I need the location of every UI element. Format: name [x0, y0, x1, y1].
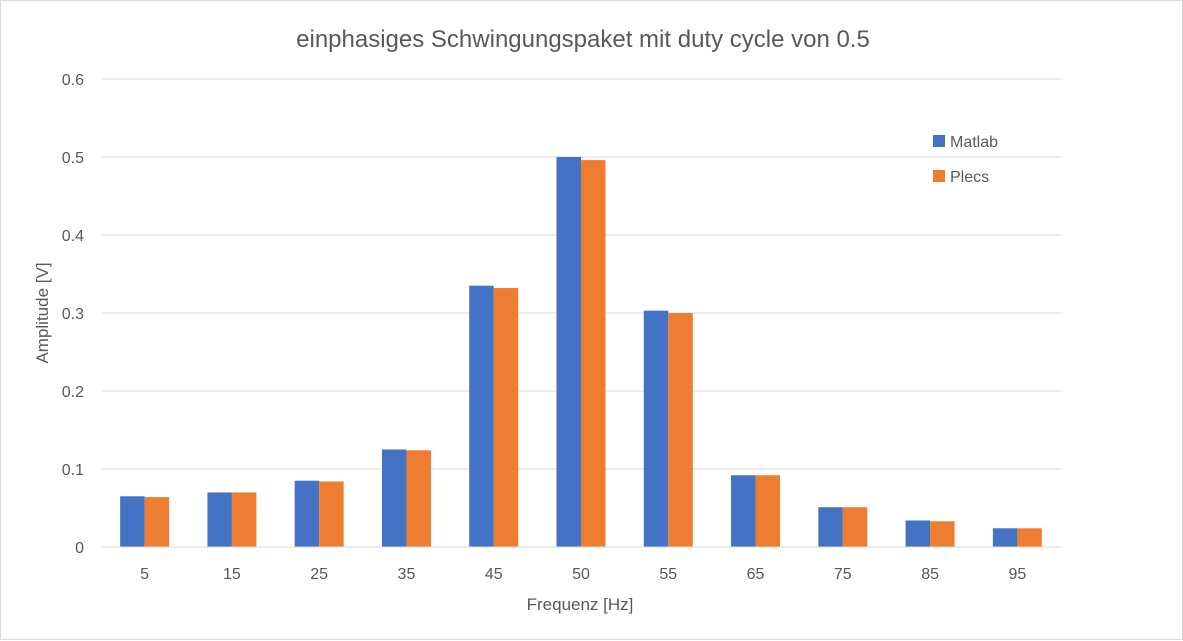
bar-plecs-45 — [493, 288, 519, 547]
x-axis-ticks: 5 15 25 35 45 50 55 65 75 85 95 — [140, 566, 1026, 583]
bar-plecs-75 — [842, 507, 868, 547]
bar-matlab-25 — [294, 480, 320, 547]
bar-plecs-25 — [319, 481, 344, 547]
bar-matlab-35 — [381, 449, 407, 547]
legend-label: Matlab — [950, 134, 998, 151]
bars — [120, 157, 1042, 547]
x-axis-title: Frequenz [Hz] — [527, 595, 634, 614]
bar-plecs-95 — [1017, 528, 1042, 547]
legend-swatch-matlab — [933, 135, 945, 147]
legend-swatch-plecs — [933, 170, 945, 182]
legend: Matlab Plecs — [933, 134, 998, 186]
bar-plecs-85 — [930, 521, 955, 547]
x-tick-label: 75 — [834, 566, 852, 583]
y-axis-title: Amplitude [V] — [33, 262, 52, 363]
x-tick-label: 85 — [921, 566, 939, 583]
bar-matlab-95 — [992, 528, 1018, 547]
y-tick-label: 0.2 — [62, 384, 84, 401]
y-tick-label: 0.1 — [62, 462, 84, 479]
x-tick-label: 45 — [485, 566, 503, 583]
x-tick-label: 15 — [223, 566, 241, 583]
legend-label: Plecs — [950, 169, 989, 186]
chart-title: einphasiges Schwingungspaket mit duty cy… — [296, 26, 870, 53]
bar-matlab-45 — [469, 285, 494, 547]
bar-matlab-85 — [905, 520, 931, 547]
x-tick-label: 55 — [659, 566, 677, 583]
y-tick-label: 0 — [75, 540, 84, 557]
x-tick-label: 95 — [1008, 566, 1026, 583]
bar-matlab-50 — [556, 157, 581, 547]
x-tick-label: 65 — [747, 566, 765, 583]
bar-plecs-35 — [406, 450, 431, 547]
x-tick-label: 5 — [140, 566, 149, 583]
y-tick-label: 0.5 — [62, 150, 84, 167]
x-tick-label: 50 — [572, 566, 590, 583]
y-axis-ticks: 0 0.1 0.2 0.3 0.4 0.5 0.6 — [62, 72, 84, 557]
bar-matlab-55 — [643, 310, 669, 547]
bar-plecs-15 — [231, 492, 257, 547]
y-tick-label: 0.4 — [62, 228, 84, 245]
bar-plecs-65 — [755, 475, 781, 547]
y-tick-label: 0.6 — [62, 72, 84, 89]
bar-plecs-50 — [581, 160, 606, 547]
x-tick-label: 35 — [398, 566, 416, 583]
bar-matlab-15 — [207, 492, 232, 547]
bar-matlab-5 — [120, 496, 145, 547]
bar-plecs-5 — [144, 497, 170, 547]
bar-matlab-65 — [731, 475, 756, 547]
x-tick-label: 25 — [310, 566, 328, 583]
bar-matlab-75 — [818, 507, 843, 547]
bar-plecs-55 — [668, 313, 693, 547]
y-tick-label: 0.3 — [62, 306, 84, 323]
